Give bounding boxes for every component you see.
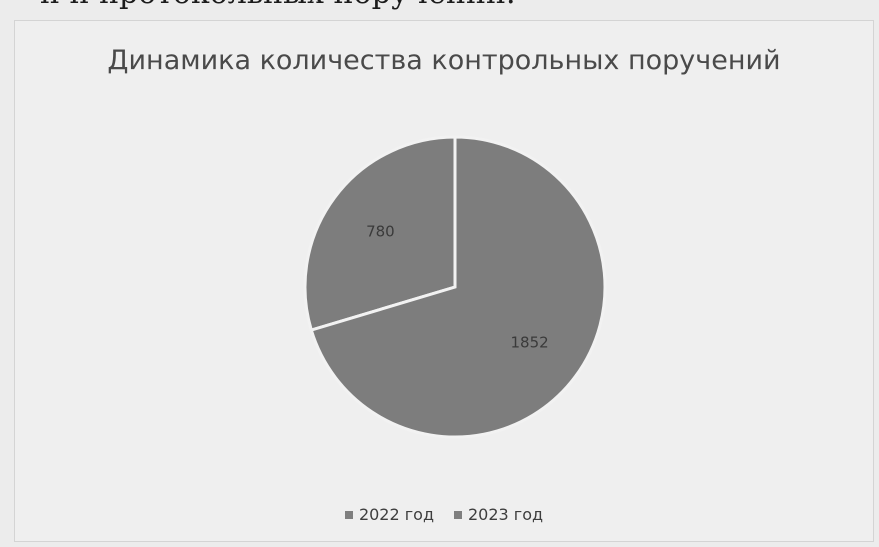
pie-slice-2022 <box>303 135 457 332</box>
legend-swatch-2022 <box>344 510 353 519</box>
legend-item-2022: 2022 год <box>344 505 434 524</box>
chart-frame: Динамика количества контрольных поручени… <box>14 20 874 542</box>
document-text-fragment: и и протокольных поручений. <box>40 0 516 11</box>
pie-chart: 780 1852 <box>303 135 607 439</box>
legend-label-2023: 2023 год <box>468 505 544 524</box>
legend-swatch-2023 <box>454 510 462 519</box>
legend-label-2022: 2022 год <box>358 505 434 524</box>
chart-title: Динамика количества контрольных поручени… <box>107 45 781 76</box>
data-label-2023: 1852 <box>511 334 549 352</box>
legend: 2022 год 2023 год <box>15 505 873 524</box>
legend-item-2023: 2023 год <box>454 505 543 524</box>
data-label-2022: 780 <box>366 222 395 240</box>
pie-slice-2023 <box>309 135 607 439</box>
